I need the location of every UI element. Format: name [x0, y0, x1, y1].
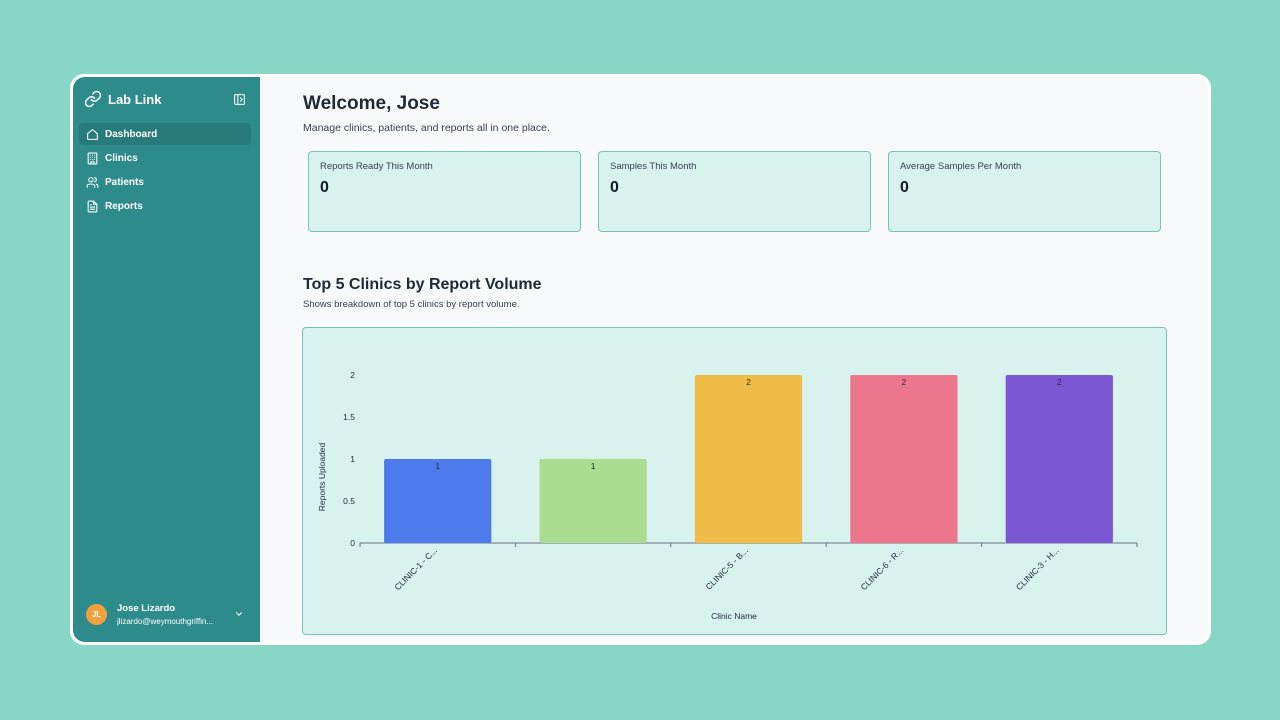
page-title: Welcome, Jose — [303, 93, 440, 114]
user-menu[interactable]: JL Jose Lizardo jlizardo@weymouthgriffin… — [86, 603, 246, 626]
bar-data-label: 1 — [591, 461, 596, 471]
users-icon — [86, 176, 99, 188]
stat-card-value: 0 — [320, 179, 329, 196]
main-content: Welcome, Jose Manage clinics, patients, … — [260, 77, 1208, 642]
stat-card-label: Samples This Month — [610, 161, 697, 172]
bar-data-label: 2 — [746, 377, 751, 387]
chart-bar[interactable] — [1005, 375, 1113, 543]
x-axis-title: Clinic Name — [711, 611, 757, 621]
sidebar-item-label: Patients — [105, 176, 144, 188]
x-tick-label: CLINIC-3 - H... — [1014, 545, 1061, 592]
sidebar-item-label: Clinics — [105, 152, 138, 164]
chart-bar[interactable] — [384, 459, 492, 543]
y-tick-label: 0 — [350, 538, 355, 548]
sidebar-collapse-icon[interactable] — [233, 93, 246, 106]
avatar: JL — [86, 604, 107, 625]
y-axis-title: Reports Uploaded — [317, 442, 327, 511]
y-tick-label: 1 — [350, 454, 355, 464]
section-title: Top 5 Clinics by Report Volume — [303, 276, 542, 293]
bar-data-label: 2 — [902, 377, 907, 387]
section-subtitle: Shows breakdown of top 5 clinics by repo… — [303, 299, 520, 310]
sidebar-item-dashboard[interactable]: Dashboard — [79, 123, 251, 145]
user-email: jlizardo@weymouthgriffin... — [117, 617, 214, 626]
sidebar-item-patients[interactable]: Patients — [79, 171, 251, 193]
chart-card: 0 0.5 1 1.5 2 1 1 2 2 2 CLINIC-1 - C... CLINIC-5 - … — [302, 327, 1167, 635]
app-frame: Lab Link Dashboard — [70, 74, 1211, 645]
x-tick-label: CLINIC-1 - C... — [392, 545, 439, 592]
chart-bar[interactable] — [539, 459, 647, 543]
file-icon — [87, 200, 98, 213]
stat-card-samples: Samples This Month 0 — [598, 151, 871, 232]
x-tick-label: CLINIC-5 - B... — [703, 545, 749, 591]
link-icon — [84, 90, 102, 108]
stat-card-reports-ready: Reports Ready This Month 0 — [308, 151, 581, 232]
bar-chart: 0 0.5 1 1.5 2 1 1 2 2 2 CLINIC-1 - C... CLINIC-5 - … — [317, 370, 1138, 621]
sidebar: Lab Link Dashboard — [73, 77, 260, 642]
stat-card-average-samples: Average Samples Per Month 0 — [888, 151, 1161, 232]
chevron-down-icon[interactable] — [234, 609, 244, 619]
sidebar-item-label: Reports — [105, 201, 143, 213]
building-icon — [87, 152, 98, 165]
stat-card-label: Reports Ready This Month — [320, 161, 433, 172]
sidebar-nav: Dashboard Clinics — [79, 123, 251, 220]
sidebar-item-label: Dashboard — [105, 128, 158, 140]
sidebar-item-reports[interactable]: Reports — [79, 196, 251, 218]
page-subtitle: Manage clinics, patients, and reports al… — [303, 122, 550, 134]
x-tick-label: CLINIC-6 - R... — [859, 545, 906, 592]
y-tick-label: 0.5 — [343, 496, 355, 506]
bar-data-label: 1 — [435, 461, 440, 471]
sidebar-item-clinics[interactable]: Clinics — [79, 147, 251, 169]
brand[interactable]: Lab Link — [84, 90, 161, 108]
stat-card-label: Average Samples Per Month — [900, 161, 1022, 172]
stat-card-value: 0 — [900, 179, 909, 196]
app-window: Lab Link Dashboard — [73, 77, 1208, 642]
chart-bar[interactable] — [850, 375, 958, 543]
bar-data-label: 2 — [1057, 377, 1062, 387]
y-tick-label: 1.5 — [343, 412, 355, 422]
brand-name: Lab Link — [108, 91, 162, 107]
y-tick-label: 2 — [350, 370, 355, 380]
home-icon — [87, 128, 98, 140]
user-info: Jose Lizardo jlizardo@weymouthgriffin... — [117, 603, 227, 626]
chart-bar[interactable] — [694, 375, 803, 543]
stat-card-value: 0 — [610, 179, 619, 196]
user-name: Jose Lizardo — [117, 603, 176, 614]
